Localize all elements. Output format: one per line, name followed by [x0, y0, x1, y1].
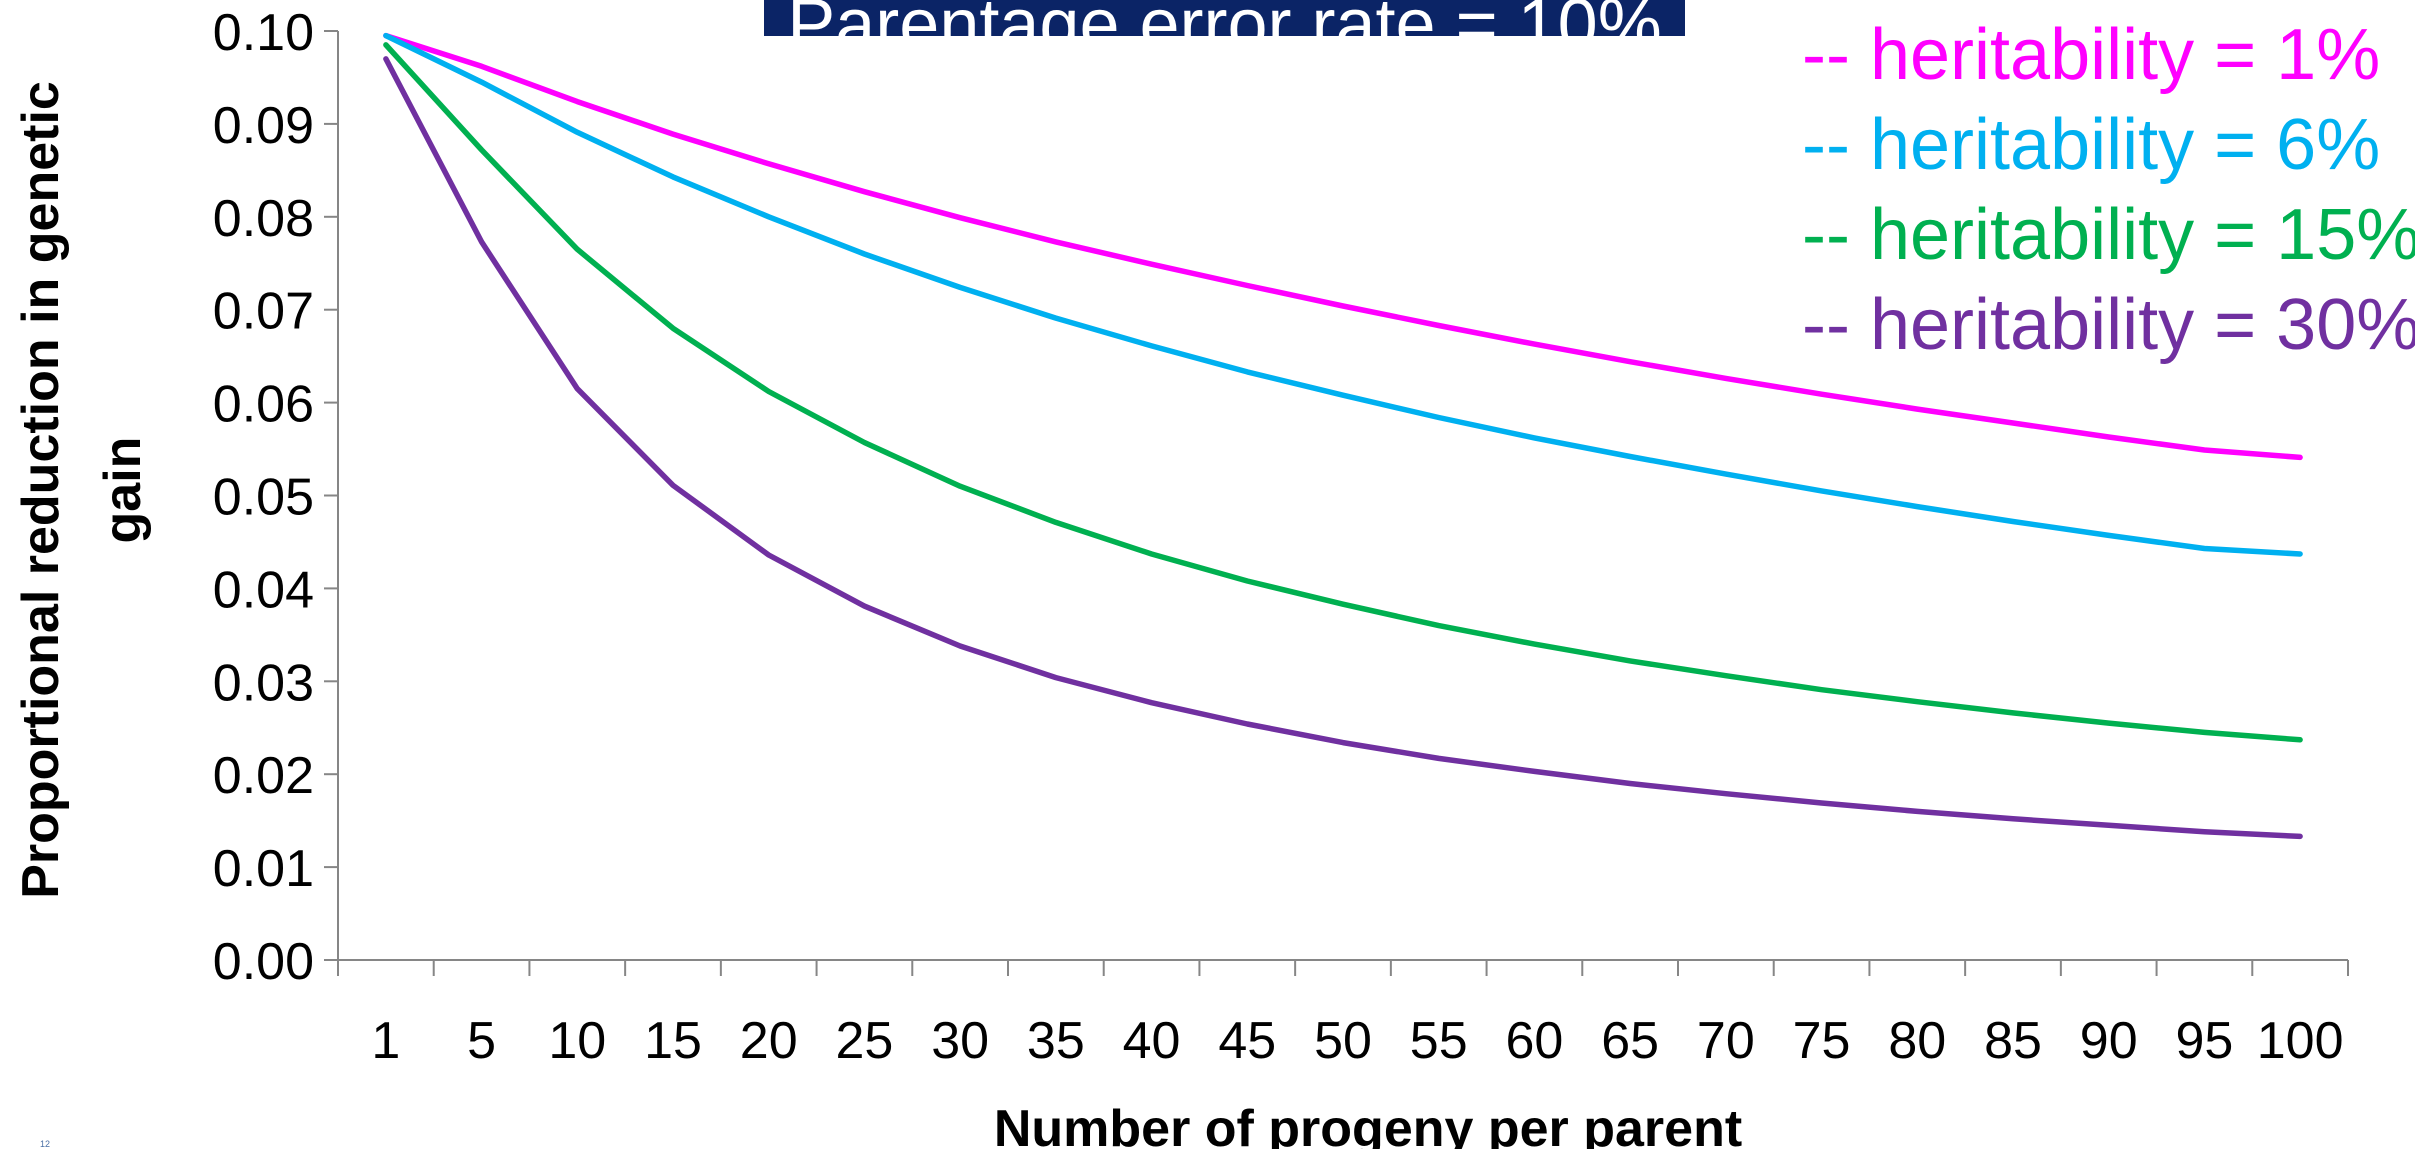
page-number: 12	[40, 1139, 51, 1149]
x-tick-label: 95	[2176, 1012, 2234, 1070]
legend-item-h6: -- heritability = 6%	[1802, 105, 2381, 185]
y-tick-labels: 0.00 0.01 0.02 0.03 0.04 0.05 0.06 0.07 0.08 0.09…	[213, 4, 338, 991]
x-tick-label: 70	[1697, 1012, 1755, 1070]
legend-item-h1: -- heritability = 1%	[1802, 15, 2381, 95]
x-axis-label: Number of progeny per parent	[994, 1100, 1742, 1149]
x-tick-labels: 1 5 10 15 20 25 30 35 40 45 50 55 60 65 70 75 80 85 90 95 10…	[337, 960, 2349, 1070]
chart-title: Parentage error rate = 10%	[764, 0, 1685, 36]
x-tick-label: 100	[2257, 1012, 2344, 1070]
y-tick-label: 0.02	[213, 747, 314, 805]
legend-item-h15: -- heritability = 15%	[1802, 195, 2415, 275]
x-tick-label: 5	[467, 1012, 496, 1070]
legend: -- heritability = 1% -- heritability = 6…	[1802, 10, 2415, 370]
x-tick-label: 30	[931, 1012, 989, 1070]
x-tick-label: 25	[836, 1012, 894, 1070]
x-tick-label: 80	[1888, 1012, 1946, 1070]
y-tick-label: 0.10	[213, 4, 314, 62]
x-tick-label: 60	[1506, 1012, 1564, 1070]
x-tick-label: 45	[1218, 1012, 1276, 1070]
series-line-4	[383, 56, 2303, 840]
series-line-2	[383, 32, 2303, 557]
series-lines	[383, 32, 2303, 840]
y-tick-label: 0.07	[213, 283, 314, 341]
x-tick-label: 90	[2080, 1012, 2138, 1070]
series-line-1	[383, 32, 2303, 461]
y-tick-label: 0.05	[213, 469, 314, 527]
y-tick-label: 0.01	[213, 840, 314, 898]
x-tick-label: 75	[1793, 1012, 1851, 1070]
x-tick-label: 20	[740, 1012, 798, 1070]
y-tick-label: 0.03	[213, 654, 314, 712]
x-tick-label: 15	[644, 1012, 702, 1070]
x-tick-label: 1	[371, 1012, 400, 1070]
chart-title-banner: Parentage error rate = 10%	[764, 0, 1685, 36]
y-tick-label: 0.09	[213, 97, 314, 155]
y-tick-label: 0.00	[213, 933, 314, 991]
x-tick-label: 50	[1314, 1012, 1372, 1070]
legend-item-h30: -- heritability = 30%	[1802, 285, 2415, 365]
x-tick-label: 65	[1601, 1012, 1659, 1070]
y-tick-label: 0.04	[213, 561, 314, 619]
x-tick-label: 40	[1123, 1012, 1181, 1070]
y-tick-label: 0.08	[213, 190, 314, 248]
y-axis-label-line2: gain	[94, 437, 152, 544]
series-line-3	[383, 42, 2303, 743]
x-tick-label: 85	[1984, 1012, 2042, 1070]
y-tick-label: 0.06	[213, 376, 314, 434]
y-axis-label: Proportional reduction in genetic gain	[12, 81, 152, 899]
x-tick-label: 35	[1027, 1012, 1085, 1070]
y-axis-label-line1: Proportional reduction in genetic	[12, 81, 70, 899]
x-tick-label: 10	[548, 1012, 606, 1070]
x-tick-label: 55	[1410, 1012, 1468, 1070]
